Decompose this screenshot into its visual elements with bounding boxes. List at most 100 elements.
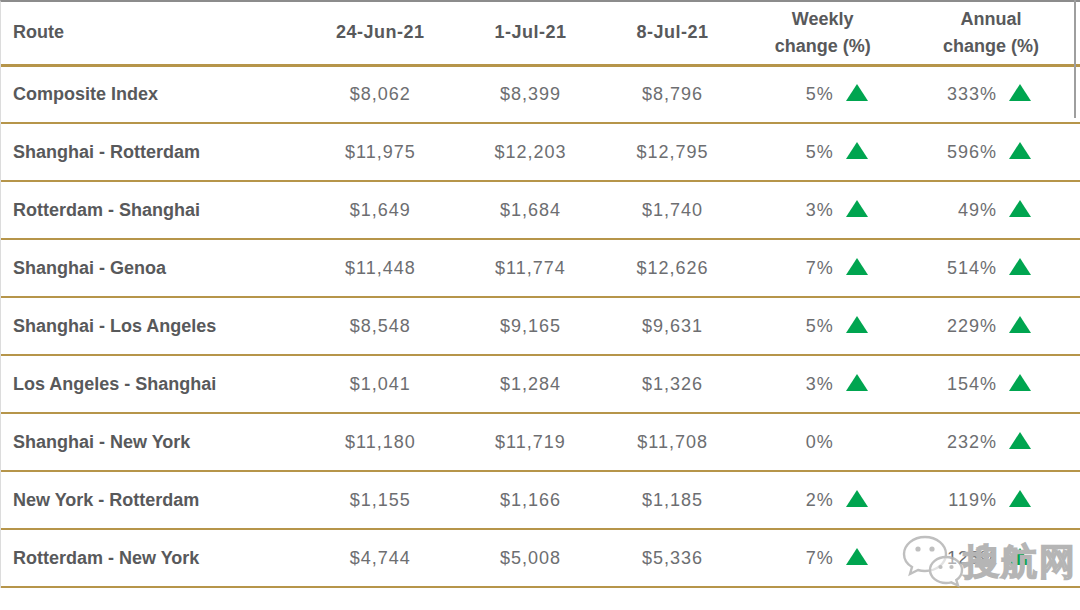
column-header-weekly-change-label: Weekly change (%): [762, 6, 884, 60]
annual-change-value: 514%: [947, 258, 997, 278]
annual-change-value: 229%: [947, 316, 997, 336]
column-header-route: Route: [1, 2, 300, 65]
rate-cell: $8,062: [300, 65, 460, 123]
rate-cell: $11,774: [460, 239, 600, 297]
rate-cell: $8,399: [460, 65, 600, 123]
table-row: Rotterdam - Shanghai $1,649 $1,684 $1,74…: [1, 181, 1080, 239]
annual-change-cell: 119%: [901, 471, 1080, 529]
weekly-change-cell: 0%: [745, 413, 901, 471]
weekly-change-value: 3%: [806, 200, 834, 220]
column-header-annual-change: Annual change (%): [901, 2, 1080, 65]
column-header-annual-change-label: Annual change (%): [930, 6, 1052, 60]
annual-change-cell: 514%: [901, 239, 1080, 297]
up-triangle-icon: [846, 84, 868, 101]
annual-change-cell: 232%: [901, 413, 1080, 471]
up-triangle-icon: [1009, 316, 1031, 333]
up-triangle-icon: [846, 200, 868, 217]
page: Route 24-Jun-21 1-Jul-21 8-Jul-21 Weekly…: [0, 0, 1080, 610]
weekly-change-value: 7%: [806, 258, 834, 278]
annual-change-value: 154%: [947, 374, 997, 394]
up-triangle-icon: [846, 142, 868, 159]
rate-cell: $8,548: [300, 297, 460, 355]
column-header-1-jul-21: 1-Jul-21: [460, 2, 600, 65]
weekly-change-value: 5%: [806, 316, 834, 336]
table-row: Shanghai - Rotterdam $11,975 $12,203 $12…: [1, 123, 1080, 181]
rate-cell: $1,041: [300, 355, 460, 413]
up-triangle-icon: [846, 374, 868, 391]
annual-change-cell: 125%: [901, 529, 1080, 587]
table-body: Composite Index $8,062 $8,399 $8,796 5% …: [1, 65, 1080, 587]
up-triangle-icon: [846, 258, 868, 275]
route-cell: Rotterdam - New York: [1, 529, 300, 587]
weekly-change-cell: 5%: [745, 297, 901, 355]
column-header-8-jul-21: 8-Jul-21: [601, 2, 745, 65]
rate-cell: $1,284: [460, 355, 600, 413]
up-triangle-icon: [846, 548, 868, 565]
up-triangle-icon: [1009, 548, 1031, 565]
route-cell: New York - Rotterdam: [1, 471, 300, 529]
weekly-change-value: 2%: [806, 490, 834, 510]
rate-cell: $4,744: [300, 529, 460, 587]
up-triangle-icon: [1009, 374, 1031, 391]
annual-change-cell: 229%: [901, 297, 1080, 355]
weekly-change-value: 7%: [806, 548, 834, 568]
up-triangle-icon: [1009, 84, 1031, 101]
annual-change-cell: 154%: [901, 355, 1080, 413]
up-triangle-icon: [1009, 490, 1031, 507]
route-cell: Los Angeles - Shanghai: [1, 355, 300, 413]
weekly-change-value: 5%: [806, 142, 834, 162]
weekly-change-value: 0%: [806, 432, 834, 452]
weekly-change-cell: 7%: [745, 239, 901, 297]
rate-cell: $1,155: [300, 471, 460, 529]
rate-cell: $5,336: [601, 529, 745, 587]
rate-cell: $1,326: [601, 355, 745, 413]
route-cell: Rotterdam - Shanghai: [1, 181, 300, 239]
weekly-change-cell: 7%: [745, 529, 901, 587]
rate-cell: $11,448: [300, 239, 460, 297]
up-triangle-icon: [1009, 258, 1031, 275]
table-row: Composite Index $8,062 $8,399 $8,796 5% …: [1, 65, 1080, 123]
column-header-24-jun-21: 24-Jun-21: [300, 2, 460, 65]
route-cell: Composite Index: [1, 65, 300, 123]
up-triangle-icon: [1009, 142, 1031, 159]
up-triangle-icon: [846, 490, 868, 507]
rate-cell: $9,165: [460, 297, 600, 355]
rate-cell: $1,649: [300, 181, 460, 239]
annual-change-value: 596%: [947, 142, 997, 162]
annual-change-value: 119%: [948, 490, 997, 510]
up-triangle-icon: [1009, 432, 1031, 449]
weekly-change-cell: 5%: [745, 123, 901, 181]
annual-change-value: 49%: [958, 200, 997, 220]
up-triangle-icon: [846, 316, 868, 333]
weekly-change-value: 3%: [806, 374, 834, 394]
rate-cell: $8,796: [601, 65, 745, 123]
freight-rate-table-container: Route 24-Jun-21 1-Jul-21 8-Jul-21 Weekly…: [0, 0, 1080, 588]
annual-change-value: 333%: [947, 84, 997, 104]
right-edge-line: [1074, 0, 1076, 118]
annual-change-cell: 596%: [901, 123, 1080, 181]
weekly-change-cell: 5%: [745, 65, 901, 123]
rate-cell: $5,008: [460, 529, 600, 587]
rate-cell: $11,180: [300, 413, 460, 471]
rate-cell: $1,166: [460, 471, 600, 529]
rate-cell: $12,626: [601, 239, 745, 297]
annual-change-cell: 49%: [901, 181, 1080, 239]
rate-cell: $12,795: [601, 123, 745, 181]
annual-change-cell: 333%: [901, 65, 1080, 123]
annual-change-value: 125%: [947, 548, 997, 568]
rate-cell: $11,975: [300, 123, 460, 181]
weekly-change-cell: 2%: [745, 471, 901, 529]
weekly-change-value: 5%: [806, 84, 834, 104]
rate-cell: $11,708: [601, 413, 745, 471]
rate-cell: $11,719: [460, 413, 600, 471]
table-row: New York - Rotterdam $1,155 $1,166 $1,18…: [1, 471, 1080, 529]
route-cell: Shanghai - Rotterdam: [1, 123, 300, 181]
rate-cell: $1,740: [601, 181, 745, 239]
weekly-change-cell: 3%: [745, 181, 901, 239]
rate-cell: $12,203: [460, 123, 600, 181]
table-row: Shanghai - Los Angeles $8,548 $9,165 $9,…: [1, 297, 1080, 355]
rate-cell: $9,631: [601, 297, 745, 355]
route-cell: Shanghai - Genoa: [1, 239, 300, 297]
freight-rate-table: Route 24-Jun-21 1-Jul-21 8-Jul-21 Weekly…: [1, 2, 1080, 588]
table-row: Shanghai - New York $11,180 $11,719 $11,…: [1, 413, 1080, 471]
